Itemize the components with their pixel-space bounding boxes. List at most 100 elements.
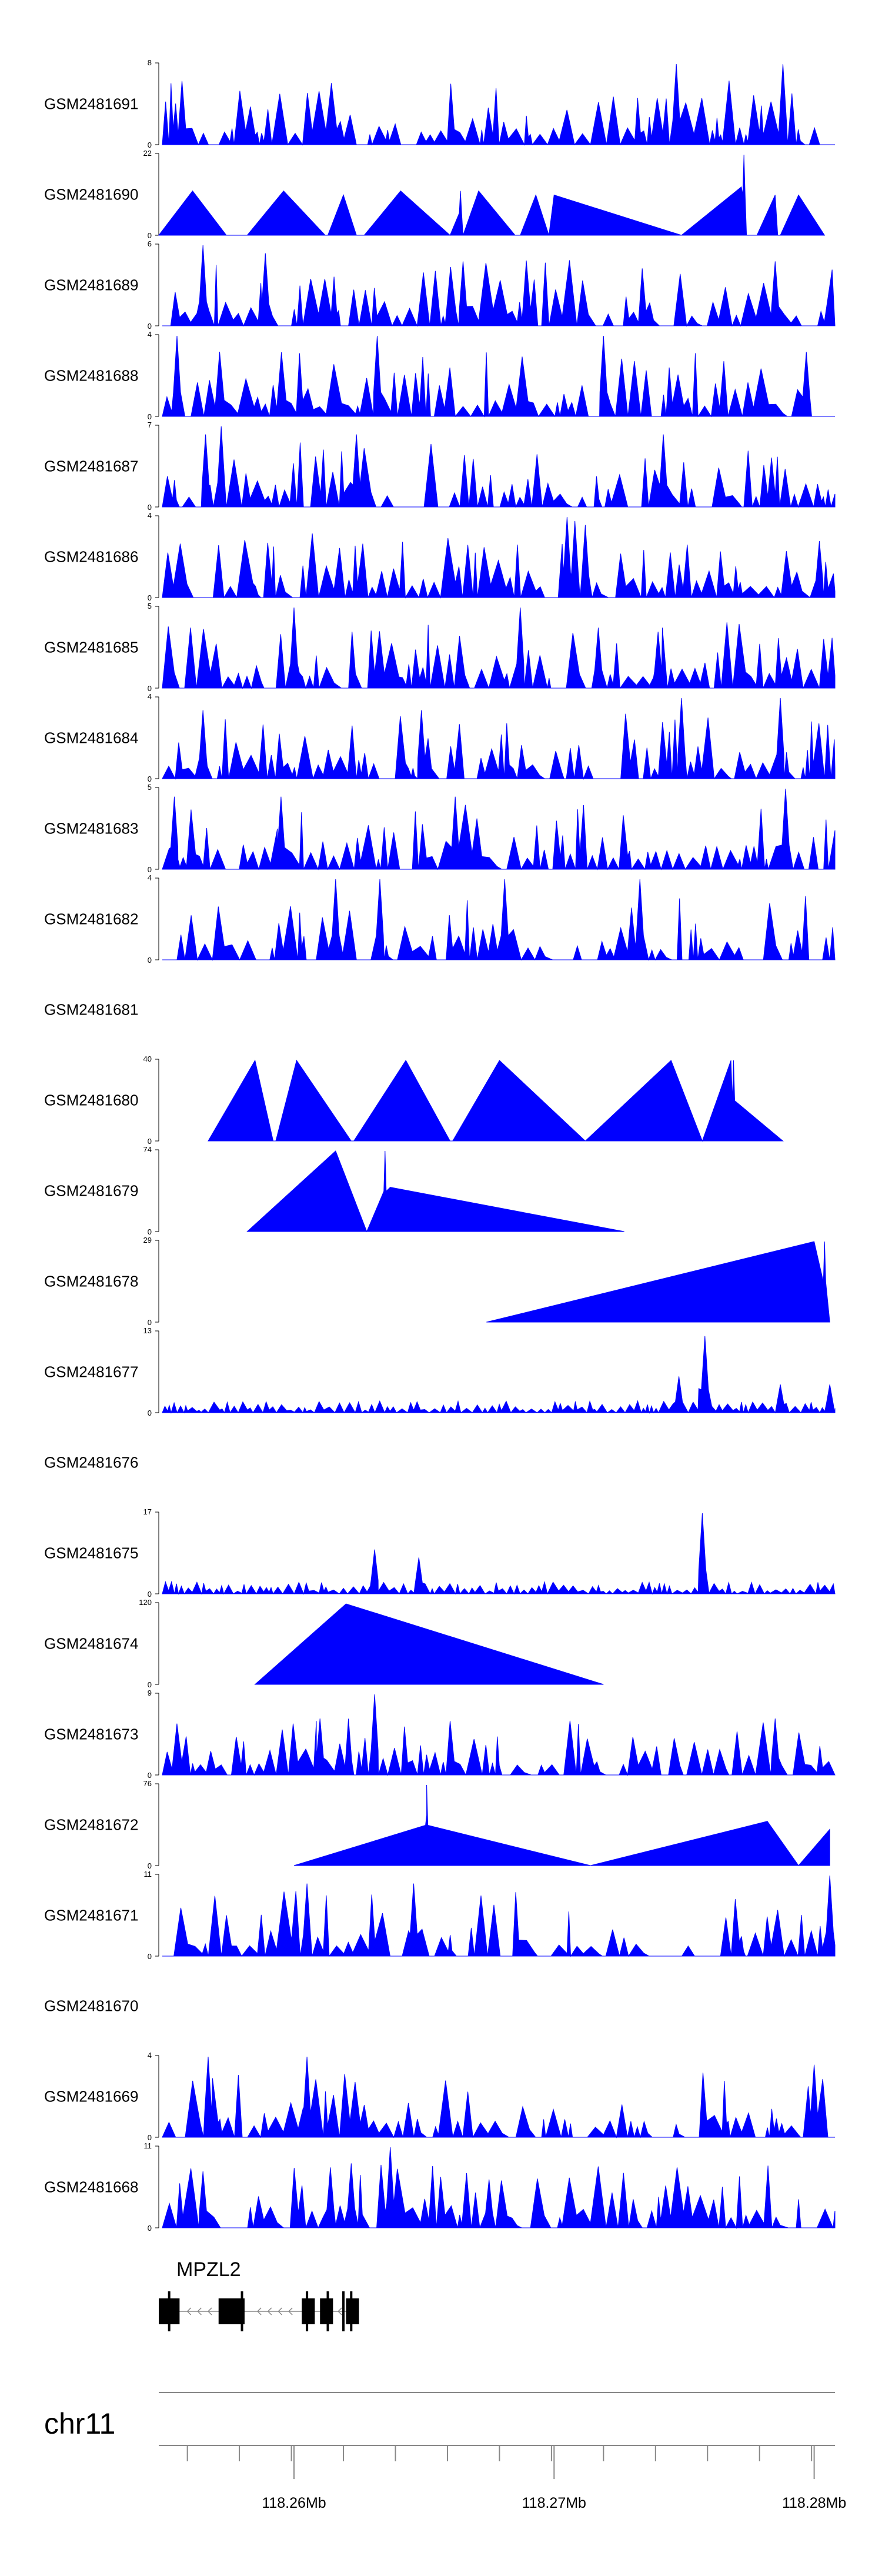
coverage-area bbox=[162, 698, 836, 780]
y-min-label: 0 bbox=[148, 1318, 152, 1327]
exon bbox=[302, 2298, 315, 2324]
coverage-area bbox=[162, 788, 836, 870]
y-min-label: 0 bbox=[148, 593, 152, 602]
coverage-area bbox=[254, 1603, 604, 1685]
y-max-label: 74 bbox=[143, 1145, 152, 1154]
y-min-label: 0 bbox=[148, 775, 152, 783]
y-min-label: 0 bbox=[148, 1137, 152, 1146]
y-max-label: 17 bbox=[143, 1507, 152, 1516]
track-label: GSM2481679 bbox=[44, 1182, 138, 1200]
y-min-label: 0 bbox=[148, 865, 152, 874]
coverage-area bbox=[162, 335, 835, 418]
y-min-label: 0 bbox=[148, 503, 152, 512]
y-max-label: 4 bbox=[148, 873, 152, 882]
y-min-label: 0 bbox=[148, 2224, 152, 2233]
y-max-label: 29 bbox=[143, 1236, 152, 1244]
coverage-area bbox=[162, 64, 835, 146]
strand-arrow bbox=[197, 2307, 202, 2315]
track-label: GSM2481670 bbox=[44, 1997, 138, 2015]
y-max-label: 7 bbox=[148, 421, 152, 429]
y-max-label: 5 bbox=[148, 602, 152, 610]
track-label: GSM2481672 bbox=[44, 1816, 138, 1834]
track-label: GSM2481683 bbox=[44, 820, 138, 837]
y-max-label: 8 bbox=[148, 58, 152, 67]
y-max-label: 4 bbox=[148, 511, 152, 520]
coverage-area bbox=[486, 1241, 830, 1323]
y-min-label: 0 bbox=[148, 956, 152, 965]
track-label: GSM2481685 bbox=[44, 639, 138, 656]
y-max-label: 9 bbox=[148, 1689, 152, 1697]
y-max-label: 4 bbox=[148, 2051, 152, 2060]
y-max-label: 4 bbox=[148, 692, 152, 701]
track-label: GSM2481687 bbox=[44, 458, 138, 475]
y-min-label: 0 bbox=[148, 412, 152, 421]
coverage-area bbox=[162, 1513, 836, 1595]
strand-arrow bbox=[257, 2307, 262, 2315]
y-max-label: 40 bbox=[143, 1055, 152, 1063]
strand-arrow bbox=[207, 2307, 212, 2315]
track-label: GSM2481669 bbox=[44, 2088, 138, 2105]
y-min-label: 0 bbox=[148, 1590, 152, 1599]
track-label: GSM2481688 bbox=[44, 367, 138, 385]
track-label: GSM2481676 bbox=[44, 1454, 138, 1471]
strand-arrow bbox=[338, 2307, 342, 2315]
y-min-label: 0 bbox=[148, 1227, 152, 1236]
y-min-label: 0 bbox=[148, 231, 152, 240]
exon bbox=[218, 2298, 245, 2324]
coverage-area bbox=[162, 245, 836, 327]
track-label: GSM2481677 bbox=[44, 1363, 138, 1381]
y-min-label: 0 bbox=[148, 684, 152, 693]
coverage-area bbox=[162, 1336, 836, 1414]
track-label: GSM2481686 bbox=[44, 548, 138, 566]
y-min-label: 0 bbox=[148, 1680, 152, 1689]
exon bbox=[346, 2298, 359, 2324]
y-max-label: 22 bbox=[143, 149, 152, 158]
coverage-area bbox=[158, 154, 826, 236]
coverage-area bbox=[162, 2056, 835, 2138]
y-min-label: 0 bbox=[148, 1952, 152, 1961]
axis-tick-label: 118.27Mb bbox=[522, 2495, 586, 2511]
coverage-area bbox=[208, 1059, 784, 1142]
y-max-label: 11 bbox=[144, 2141, 152, 2150]
track-label: GSM2481690 bbox=[44, 186, 138, 203]
coverage-area bbox=[162, 426, 836, 508]
y-max-label: 5 bbox=[148, 783, 152, 792]
y-min-label: 0 bbox=[148, 1771, 152, 1780]
y-max-label: 11 bbox=[144, 1870, 152, 1878]
y-max-label: 76 bbox=[143, 1779, 152, 1788]
axis-tick-label: 118.26Mb bbox=[262, 2495, 326, 2511]
chromosome-label: chr11 bbox=[44, 2407, 115, 2440]
strand-arrow bbox=[186, 2307, 192, 2315]
coverage-area bbox=[162, 607, 836, 689]
y-max-label: 4 bbox=[148, 330, 152, 339]
track-label: GSM2481675 bbox=[44, 1544, 138, 1562]
track-label: GSM2481674 bbox=[44, 1635, 138, 1653]
coverage-area bbox=[162, 879, 836, 961]
strand-arrow bbox=[267, 2307, 272, 2315]
y-min-label: 0 bbox=[148, 141, 152, 149]
track-label: GSM2481668 bbox=[44, 2178, 138, 2196]
track-label: GSM2481671 bbox=[44, 1907, 138, 1924]
y-min-label: 0 bbox=[148, 1861, 152, 1870]
track-label: GSM2481681 bbox=[44, 1001, 138, 1019]
coverage-area bbox=[162, 1875, 836, 1957]
y-min-label: 0 bbox=[148, 322, 152, 331]
track-label: GSM2481684 bbox=[44, 729, 138, 747]
coverage-area bbox=[162, 2147, 836, 2229]
strand-arrow bbox=[278, 2307, 282, 2315]
y-max-label: 120 bbox=[139, 1598, 152, 1607]
exon bbox=[320, 2298, 333, 2324]
track-label: GSM2481689 bbox=[44, 276, 138, 294]
coverage-area bbox=[293, 1784, 830, 1866]
coverage-area bbox=[246, 1150, 624, 1233]
track-label: GSM2481682 bbox=[44, 910, 138, 928]
y-max-label: 13 bbox=[143, 1326, 152, 1335]
y-max-label: 6 bbox=[148, 239, 152, 248]
track-label: GSM2481673 bbox=[44, 1726, 138, 1743]
y-min-label: 0 bbox=[148, 2133, 152, 2142]
coverage-area bbox=[162, 516, 836, 599]
axis-tick-label: 118.28Mb bbox=[782, 2495, 846, 2511]
track-label: GSM2481680 bbox=[44, 1092, 138, 1109]
track-label: GSM2481691 bbox=[44, 95, 138, 113]
